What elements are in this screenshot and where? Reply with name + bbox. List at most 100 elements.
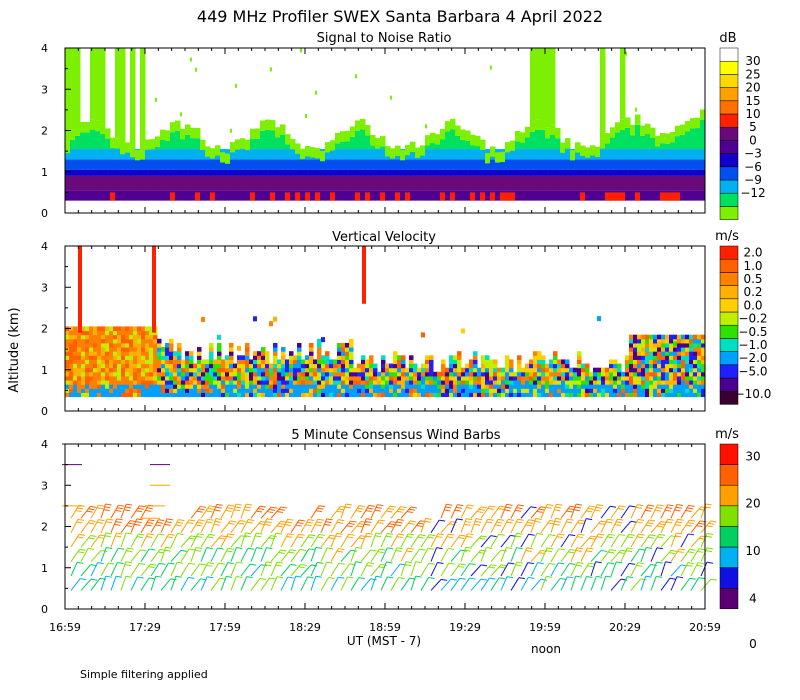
snr-cell [670, 169, 676, 176]
wind-barb-feather [645, 509, 652, 512]
vv-cell [413, 363, 418, 369]
vv-cell [693, 388, 698, 393]
wind-barb-feather [555, 517, 562, 520]
wind-barb-feather [689, 548, 696, 551]
vv-cell [121, 330, 126, 336]
wind-barb-feather [566, 521, 573, 524]
wind-barb-feather [370, 578, 377, 581]
vv-cell [153, 355, 158, 360]
vv-cell [85, 359, 90, 365]
y-tick-label: 3 [41, 83, 48, 96]
wind-barb-feather [397, 518, 405, 521]
vv-cell [469, 375, 474, 381]
snr-cell [225, 159, 231, 170]
wind-barb-feather [575, 575, 582, 578]
wind-barb-feather [226, 575, 233, 578]
snr-cell [540, 159, 546, 170]
wind-barb [230, 535, 242, 548]
wind-barb [390, 577, 400, 591]
wind-barb [70, 578, 81, 591]
vv-cell [501, 375, 506, 381]
vv-cell [693, 392, 698, 398]
snr-cell [405, 169, 411, 176]
vv-cell [65, 375, 70, 381]
vv-cell [681, 363, 686, 369]
snr-cell [695, 190, 701, 201]
wind-barb-feather [429, 534, 436, 537]
vv-cell [317, 384, 322, 389]
wind-barb-feather [500, 549, 507, 552]
snr-cell [455, 149, 461, 160]
vv-cell [113, 384, 118, 389]
snr-cell [535, 48, 541, 120]
snr-cell [260, 120, 266, 131]
snr-cell [565, 159, 571, 170]
vv-cell [457, 355, 462, 360]
vv-cell [145, 384, 150, 389]
snr-cell [640, 135, 646, 150]
wind-barb-feather [697, 550, 704, 553]
wind-barb-feather [125, 561, 132, 564]
wind-barb [500, 562, 509, 577]
vv-cell [425, 380, 430, 385]
vv-cell [269, 321, 273, 327]
vv-cell [701, 334, 706, 340]
snr-cell [185, 175, 191, 191]
snr-cell [680, 175, 686, 191]
snr-cell [420, 145, 426, 156]
vv-cell [249, 384, 254, 389]
snr-cell [460, 139, 466, 150]
wind-barb [520, 562, 529, 577]
x-tick-label: 19:59 [529, 621, 561, 634]
wind-barb [100, 562, 109, 577]
vv-cell [157, 375, 162, 381]
snr-cell [660, 169, 666, 176]
vv-cell [337, 342, 342, 348]
vv-cell [105, 334, 110, 340]
vv-cell [241, 384, 246, 389]
snr-cell [440, 175, 446, 191]
wind-barb [390, 506, 401, 519]
wind-barb-feather [635, 506, 643, 509]
vv-cell [413, 367, 418, 373]
vv-cell [509, 380, 514, 385]
wind-barb-feather [667, 518, 674, 521]
snr-cell [370, 159, 376, 170]
wind-barb [610, 561, 617, 577]
vv-cell [385, 388, 390, 393]
snr-cell [680, 149, 686, 160]
vv-cell [553, 363, 558, 369]
snr-cell [385, 146, 391, 157]
snr-cell [95, 131, 101, 150]
vv-cell [345, 375, 350, 381]
vv-cell [541, 367, 546, 373]
snr-cell [235, 139, 241, 150]
vv-cell [165, 355, 170, 360]
snr-cell [120, 190, 126, 201]
vv-cell [177, 388, 182, 393]
snr-cell [210, 159, 216, 170]
snr-cell [105, 175, 111, 191]
vv-cell [693, 334, 698, 340]
vv-cell [445, 392, 450, 398]
wind-barb [250, 578, 261, 591]
vv-cell [301, 371, 306, 377]
snr-cell [395, 169, 401, 176]
vv-cell [81, 342, 86, 348]
snr-cell [240, 138, 246, 149]
snr-cell [90, 190, 96, 201]
snr-cell [425, 169, 431, 176]
colorbar-label: −1.0 [738, 338, 767, 352]
snr-cell [220, 159, 226, 170]
snr-cell [195, 149, 201, 160]
vv-cell [481, 359, 486, 365]
vv-cell [97, 330, 102, 336]
snr-cell [175, 149, 181, 160]
vv-cell [665, 363, 670, 369]
wind-panel-title: 5 Minute Consensus Wind Barbs [291, 428, 500, 443]
vv-cell [173, 388, 178, 393]
vv-cell [273, 392, 278, 398]
vv-cell [157, 380, 162, 385]
wind-barb [120, 520, 131, 533]
snr-cell [695, 149, 701, 160]
